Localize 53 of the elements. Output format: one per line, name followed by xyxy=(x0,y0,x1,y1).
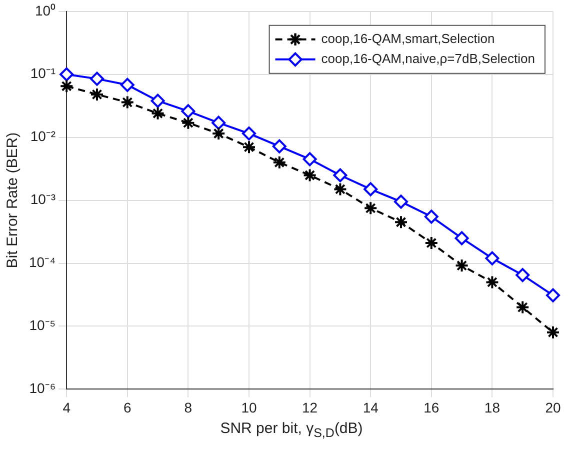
y-tick-label: 10⁻² xyxy=(30,128,56,144)
point xyxy=(424,236,438,250)
point xyxy=(242,126,256,141)
point xyxy=(120,95,134,110)
point xyxy=(272,155,286,170)
x-tick-label: 4 xyxy=(62,399,71,416)
x-tick-label: 14 xyxy=(362,399,379,416)
point xyxy=(394,215,408,230)
point xyxy=(546,325,560,340)
point xyxy=(394,194,408,209)
point xyxy=(364,182,378,196)
point xyxy=(302,152,317,166)
x-tick-label: 8 xyxy=(184,399,192,416)
point xyxy=(212,126,226,141)
point xyxy=(333,168,348,182)
point xyxy=(485,275,500,290)
legend-label: coop,16-QAM,smart,Selection xyxy=(321,30,495,46)
legend-label: coop,16-QAM,naive,ρ=7dB,Selection xyxy=(321,50,536,66)
x-tick-label: 20 xyxy=(545,399,561,416)
y-tick-label: 10⁻⁶ xyxy=(29,380,56,396)
point xyxy=(90,72,104,86)
point xyxy=(150,94,165,108)
point xyxy=(485,251,500,266)
x-tick-label: 10 xyxy=(241,399,257,416)
point xyxy=(90,87,104,102)
point xyxy=(120,78,134,92)
point xyxy=(150,106,165,120)
x-tick-label: 18 xyxy=(484,399,500,416)
x-tick-label: 12 xyxy=(302,399,318,416)
point xyxy=(364,201,378,216)
point xyxy=(516,300,530,314)
y-tick-label: 10⁻⁴ xyxy=(28,254,56,270)
point xyxy=(333,182,348,196)
point xyxy=(424,210,438,224)
x-tick-label: 6 xyxy=(123,399,132,416)
x-axis-title: SNR per bit, γ$_{S,D}$(dB) xyxy=(219,420,364,440)
x-tick-label: 16 xyxy=(424,399,440,416)
y-tick-label: 10⁻³ xyxy=(30,191,56,208)
y-tick-label: 10⁰ xyxy=(35,2,56,18)
point xyxy=(242,140,256,154)
y-axis-title: Bit Error Rate (BER) xyxy=(4,132,22,268)
point xyxy=(546,288,560,302)
point xyxy=(272,139,286,154)
y-tick-label: 10⁻¹ xyxy=(30,65,56,82)
point xyxy=(454,258,469,273)
point xyxy=(212,116,226,130)
point xyxy=(181,104,196,118)
point xyxy=(302,168,317,182)
y-tick-label: 10⁻⁵ xyxy=(29,317,56,334)
point xyxy=(454,231,469,246)
point xyxy=(516,268,530,282)
point xyxy=(60,79,74,94)
point xyxy=(181,116,196,130)
